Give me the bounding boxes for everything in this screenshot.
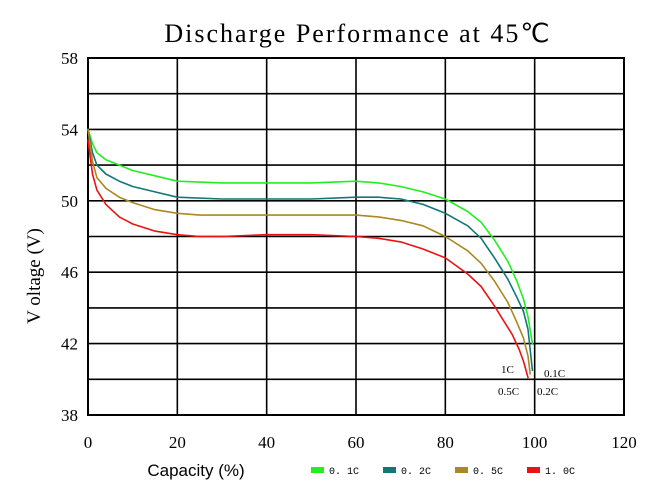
legend-swatch	[455, 467, 468, 473]
legend-label: 1. 0C	[545, 467, 575, 478]
legend-label: 0. 5C	[473, 467, 503, 478]
curve-annotations: 1C 0.1C 0.5C 0.2C	[498, 364, 565, 398]
y-tick-label: 58	[61, 49, 78, 68]
legend-swatch	[383, 467, 396, 473]
curve-annotation: 0.1C	[544, 368, 565, 380]
series-line-3	[87, 139, 529, 379]
legend: 0. 1C 0. 2C 0. 5C 1. 0C	[311, 467, 575, 478]
curve-annotation: 0.5C	[498, 386, 519, 398]
y-tick-label: 50	[61, 192, 78, 211]
y-tick-label: 46	[61, 263, 78, 282]
legend-label: 0. 2C	[401, 467, 431, 478]
legend-label: 0. 1C	[329, 467, 359, 478]
x-tick-label: 0	[84, 433, 93, 452]
series-line-1	[87, 128, 534, 372]
y-tick-label: 38	[61, 406, 78, 425]
series-line-2	[87, 128, 531, 375]
x-tick-label: 80	[437, 433, 454, 452]
legend-swatch	[311, 467, 324, 473]
y-tick-label: 42	[61, 335, 78, 354]
x-axis-label: Capacity (%)	[147, 461, 244, 480]
curve-annotation: 0.2C	[537, 386, 558, 398]
chart-title: Discharge Performance at 45℃	[164, 19, 551, 48]
curve-annotation: 1C	[501, 364, 514, 376]
x-tick-label: 40	[258, 433, 275, 452]
tick-labels: 0 20 40 60 80 100 120 38 42 46 50 54 58	[61, 49, 637, 452]
y-tick-label: 54	[61, 120, 79, 139]
plot-frame	[87, 57, 625, 416]
legend-swatch	[527, 467, 540, 473]
x-tick-label: 120	[611, 433, 637, 452]
y-axis-label: V oltage (V)	[24, 228, 45, 324]
x-tick-label: 60	[348, 433, 365, 452]
x-tick-label: 20	[169, 433, 186, 452]
x-tick-label: 100	[522, 433, 548, 452]
series-lines	[87, 128, 534, 379]
series-line-0	[87, 128, 534, 345]
